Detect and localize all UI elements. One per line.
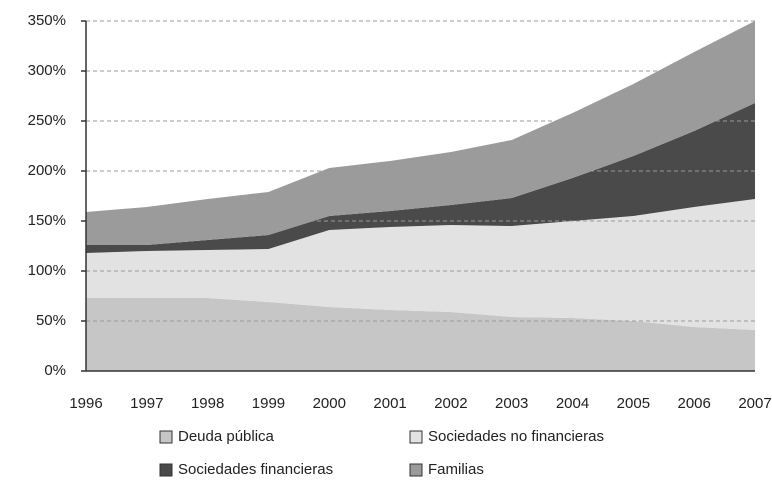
x-tick-label: 1999: [252, 395, 285, 412]
y-tick-label: 50%: [36, 312, 66, 329]
x-tick-label: 2004: [556, 395, 589, 412]
y-tick-label: 350%: [28, 12, 66, 29]
y-tick-label: 150%: [28, 212, 66, 229]
x-tick-label: 2003: [495, 395, 528, 412]
y-tick-label: 250%: [28, 112, 66, 129]
y-tick-label: 300%: [28, 62, 66, 79]
legend-label: Sociedades financieras: [178, 461, 333, 478]
y-tick-label: 200%: [28, 162, 66, 179]
legend-label: Deuda pública: [178, 428, 275, 445]
x-tick-label: 2005: [617, 395, 650, 412]
legend-item: Sociedades no financieras: [409, 428, 604, 445]
legend-item: Deuda pública: [159, 428, 275, 445]
legend-label: Sociedades no financieras: [428, 428, 604, 445]
x-tick-label: 2006: [677, 395, 710, 412]
legend-swatch: [159, 430, 173, 444]
y-tick-label: 100%: [28, 262, 66, 279]
area: [86, 199, 755, 330]
legend-item: Familias: [409, 461, 484, 478]
x-tick-label: 2002: [434, 395, 467, 412]
legend-item: Sociedades financieras: [159, 461, 333, 478]
legend-swatch: [409, 463, 423, 477]
legend-label: Familias: [428, 461, 484, 478]
y-tick-label: 0%: [44, 362, 66, 379]
x-tick-label: 2000: [313, 395, 346, 412]
x-tick-label: 1997: [130, 395, 163, 412]
x-tick-label: 1996: [69, 395, 102, 412]
x-tick-label: 2001: [373, 395, 406, 412]
legend-swatch: [409, 430, 423, 444]
legend-swatch: [159, 463, 173, 477]
area: [86, 298, 755, 371]
x-tick-label: 2007: [738, 395, 771, 412]
area: [86, 21, 755, 245]
x-tick-label: 1998: [191, 395, 224, 412]
area: [86, 103, 755, 253]
